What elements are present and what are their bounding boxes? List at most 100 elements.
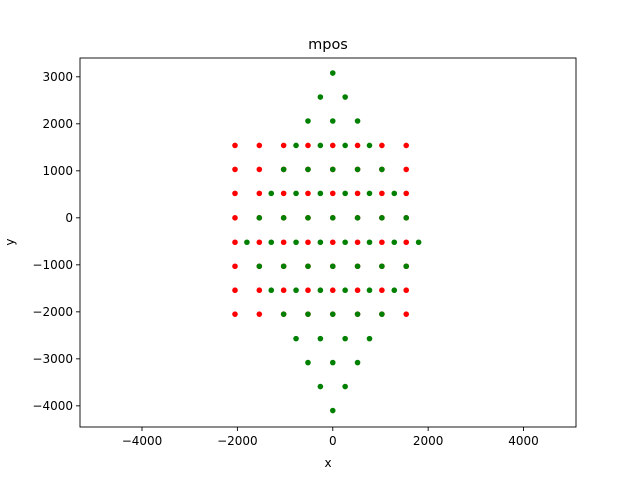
data-point-red (305, 239, 311, 246)
data-point-green (379, 215, 385, 221)
data-point-green (305, 215, 311, 221)
data-point-green (391, 239, 398, 246)
data-point-green (329, 118, 336, 124)
data-point-red (232, 166, 238, 173)
data-point-red (256, 239, 263, 246)
y-tick-label: 0 (65, 211, 73, 225)
data-point-red (305, 190, 311, 197)
y-tick-label: −2000 (32, 305, 73, 319)
data-point-red (354, 287, 361, 294)
data-point-green (403, 215, 410, 221)
data-point-green (342, 142, 348, 149)
data-point-green (329, 215, 336, 221)
data-point-red (280, 239, 287, 246)
x-tick-label: 0 (329, 434, 337, 448)
data-point-red (403, 142, 410, 149)
data-point-red (329, 287, 336, 294)
series-green (244, 70, 422, 414)
data-point-red (403, 239, 410, 246)
data-point-green (268, 190, 275, 197)
data-point-green (329, 166, 336, 173)
x-tick-label: 4000 (508, 434, 539, 448)
data-point-red (232, 142, 238, 149)
plot-frame (80, 58, 576, 427)
data-point-green (293, 142, 299, 149)
data-point-red (379, 239, 385, 246)
data-point-green (280, 263, 287, 270)
data-point-green (366, 239, 373, 246)
plot-border (79, 57, 577, 428)
data-point-green (342, 94, 348, 100)
data-point-green (403, 263, 410, 270)
data-point-green (280, 311, 287, 317)
data-point-green (317, 287, 324, 294)
data-point-red (232, 215, 238, 221)
data-point-red (403, 166, 410, 173)
points-layer (232, 70, 422, 414)
data-point-green (244, 239, 250, 246)
data-point-green (329, 263, 336, 270)
x-axis-label: x (324, 456, 331, 470)
chart-title: mpos (308, 37, 348, 53)
data-point-green (354, 359, 361, 366)
data-point-red (256, 142, 263, 149)
data-point-green (280, 215, 287, 221)
data-point-green (342, 383, 348, 390)
data-point-red (256, 166, 263, 173)
data-point-green (256, 215, 263, 221)
data-point-green (317, 142, 324, 149)
data-point-red (379, 287, 385, 294)
data-point-green (256, 263, 263, 270)
data-point-red (379, 190, 385, 197)
data-point-green (329, 70, 336, 76)
data-point-green (305, 118, 311, 124)
data-point-green (293, 190, 299, 197)
data-point-green (280, 166, 287, 173)
y-tick-label: 2000 (42, 117, 73, 131)
y-tick-label: −1000 (32, 258, 73, 272)
y-tick-label: 3000 (42, 70, 73, 84)
data-point-red (232, 287, 238, 294)
y-tick-label: −3000 (32, 352, 73, 366)
data-point-green (415, 239, 422, 246)
data-point-red (403, 190, 410, 197)
data-point-green (329, 311, 336, 317)
x-tick-label: 2000 (413, 434, 444, 448)
data-point-red (256, 287, 263, 294)
y-axis-label: y (3, 238, 17, 245)
data-point-green (379, 263, 385, 270)
data-point-green (379, 311, 385, 317)
data-point-green (366, 190, 373, 197)
data-point-green (317, 94, 324, 100)
data-point-red (232, 239, 238, 246)
data-point-green (293, 239, 299, 246)
data-point-green (366, 287, 373, 294)
data-point-green (305, 166, 311, 173)
data-point-red (379, 142, 385, 149)
data-point-green (342, 287, 348, 294)
data-point-red (329, 190, 336, 197)
data-point-red (403, 311, 410, 317)
data-point-green (342, 335, 348, 342)
data-point-green (317, 383, 324, 390)
data-point-red (232, 311, 238, 317)
data-point-green (354, 263, 361, 270)
y-tick-label: 1000 (42, 164, 73, 178)
data-point-red (329, 142, 336, 149)
y-tick-label: −4000 (32, 399, 73, 413)
data-point-red (403, 287, 410, 294)
data-point-green (305, 359, 311, 366)
data-point-red (280, 142, 287, 149)
data-point-red (280, 190, 287, 197)
data-point-green (305, 263, 311, 270)
data-point-red (232, 263, 238, 270)
y-axis: −4000 −3000 −2000 −1000 0 1000 2000 3000 (32, 70, 80, 413)
data-point-red (354, 239, 361, 246)
data-point-green (391, 190, 398, 197)
data-point-green (268, 239, 275, 246)
data-point-green (354, 166, 361, 173)
data-point-green (354, 311, 361, 317)
data-point-red (232, 190, 238, 197)
data-point-green (305, 311, 311, 317)
